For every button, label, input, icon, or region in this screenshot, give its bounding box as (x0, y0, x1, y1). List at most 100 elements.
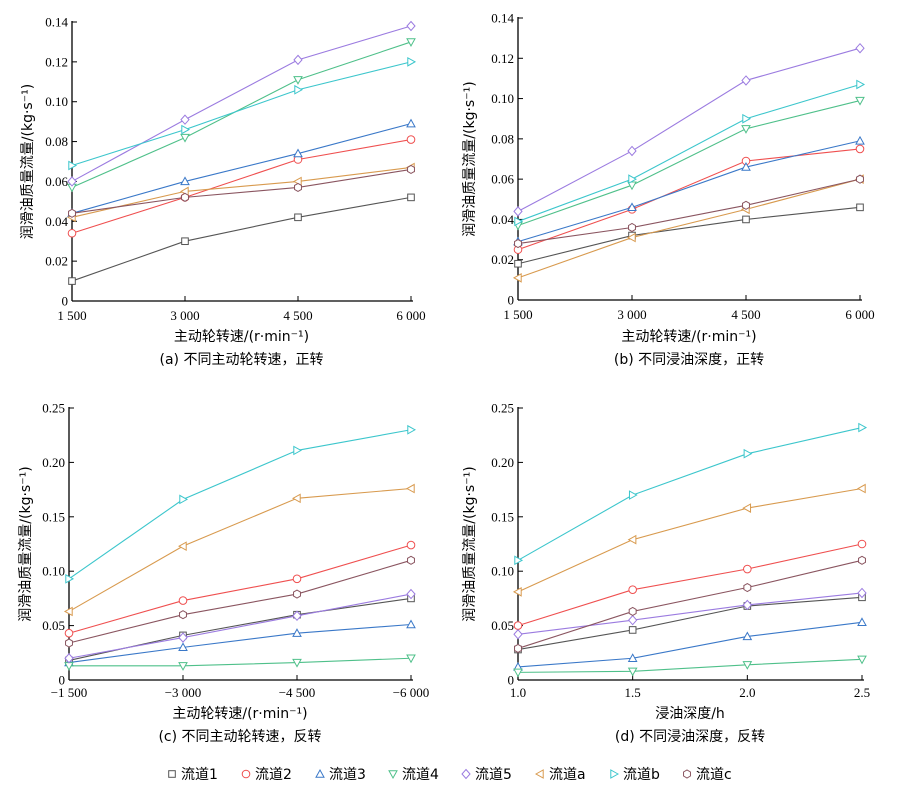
series-流道4 (67, 38, 416, 193)
series-line (517, 83, 861, 222)
y-tick-label: 0.20 (42, 455, 65, 470)
legend-item: 流道5 (461, 767, 512, 783)
series-流道4 (513, 655, 867, 678)
x-tick-label: −1 500 (51, 685, 88, 700)
data-point (406, 20, 416, 32)
data-point (68, 277, 76, 285)
y-tick-label: 0.02 (45, 254, 68, 269)
y-axis-label: 润滑油质量流量/(kg·s⁻¹) (461, 466, 478, 621)
x-tick-label: 3 000 (170, 308, 199, 323)
data-point (406, 619, 416, 629)
series-流道5 (64, 588, 416, 664)
series-流道4 (513, 96, 865, 231)
x-tick-label: 2.0 (739, 685, 755, 700)
data-point (855, 96, 865, 106)
y-tick-label: 0 (62, 294, 69, 309)
x-axis-label: 浸油深度/h (655, 706, 725, 722)
series-流道c (514, 555, 866, 654)
x-axis-label: 主动轮转速/(r·min⁻¹) (174, 329, 309, 345)
y-tick-label: 0.10 (45, 94, 68, 109)
y-tick-label: 0.05 (491, 618, 514, 633)
legend-marker (168, 770, 176, 778)
series-line (68, 623, 412, 664)
legend-item: 流道1 (168, 767, 218, 783)
y-tick-label: 0.15 (491, 509, 514, 524)
data-point (627, 667, 638, 677)
data-point (407, 57, 417, 67)
data-point (743, 564, 752, 574)
data-point (294, 213, 302, 222)
y-tick-label: 0.10 (491, 91, 514, 106)
x-tick-label: 2.5 (854, 685, 870, 700)
data-point (513, 621, 523, 630)
series-流道c (514, 174, 864, 249)
panel-caption: (c) 不同主动轮转速，反转 (158, 729, 321, 745)
data-point (742, 113, 752, 124)
series-line (517, 47, 861, 212)
data-point (67, 176, 77, 187)
legend-item: 流道4 (388, 767, 439, 783)
data-point (741, 75, 751, 86)
series-流道5 (513, 42, 865, 217)
y-tick-label: 0.10 (42, 564, 65, 579)
data-point (743, 448, 753, 459)
data-point (513, 206, 523, 217)
series-line (69, 657, 412, 667)
data-point (856, 483, 866, 494)
data-point (180, 114, 190, 125)
y-tick-label: 0.02 (491, 252, 514, 267)
data-point (181, 237, 189, 246)
panel-caption: (a) 不同主动轮转速，正转 (160, 352, 324, 368)
data-point (627, 534, 637, 545)
data-point (858, 555, 866, 565)
data-point (628, 626, 637, 634)
series-line (71, 139, 412, 234)
y-tick-label: 0.04 (491, 212, 514, 227)
series-line (517, 596, 863, 651)
y-tick-label: 0.15 (42, 509, 65, 524)
x-tick-label: 6 000 (396, 308, 425, 323)
data-point (406, 654, 416, 664)
data-point (513, 629, 523, 640)
data-point (177, 541, 187, 552)
data-point (514, 216, 524, 227)
data-point (742, 599, 753, 611)
data-point (628, 490, 638, 500)
y-tick-label: 0 (59, 673, 66, 688)
legend-label: 流道a (549, 767, 586, 783)
x-tick-label: 3 000 (617, 307, 646, 322)
legend-marker (461, 768, 471, 780)
data-point (181, 192, 189, 202)
data-point (64, 652, 74, 664)
x-tick-label: 1.5 (625, 685, 641, 700)
data-point (856, 79, 866, 90)
series-line (517, 658, 863, 673)
data-point (514, 643, 522, 654)
data-point (67, 228, 77, 238)
series-line (517, 592, 863, 635)
data-point (294, 182, 302, 192)
data-point (406, 588, 416, 600)
x-tick-label: 1.0 (510, 685, 526, 700)
data-point (628, 174, 638, 184)
y-tick-label: 0.04 (45, 214, 68, 229)
series-line (517, 427, 863, 561)
x-tick-label: 4 500 (283, 308, 312, 323)
data-point (180, 176, 190, 186)
series-line (517, 140, 861, 243)
data-point (628, 222, 636, 233)
x-tick-label: −4 500 (279, 685, 316, 700)
x-axis-label: 主动轮转速/(r·min⁻¹) (621, 329, 756, 345)
data-point (178, 642, 188, 652)
data-point (513, 668, 523, 678)
legend-item: 流道a (534, 767, 586, 783)
series-流道2 (64, 540, 416, 638)
data-point (742, 200, 750, 210)
series-流道4 (64, 654, 416, 671)
series-line (71, 196, 412, 282)
y-tick-label: 0 (508, 673, 515, 688)
series-line (517, 543, 863, 627)
series-流道c (68, 164, 415, 218)
data-point (856, 203, 864, 212)
x-tick-label: 4 500 (731, 307, 760, 322)
